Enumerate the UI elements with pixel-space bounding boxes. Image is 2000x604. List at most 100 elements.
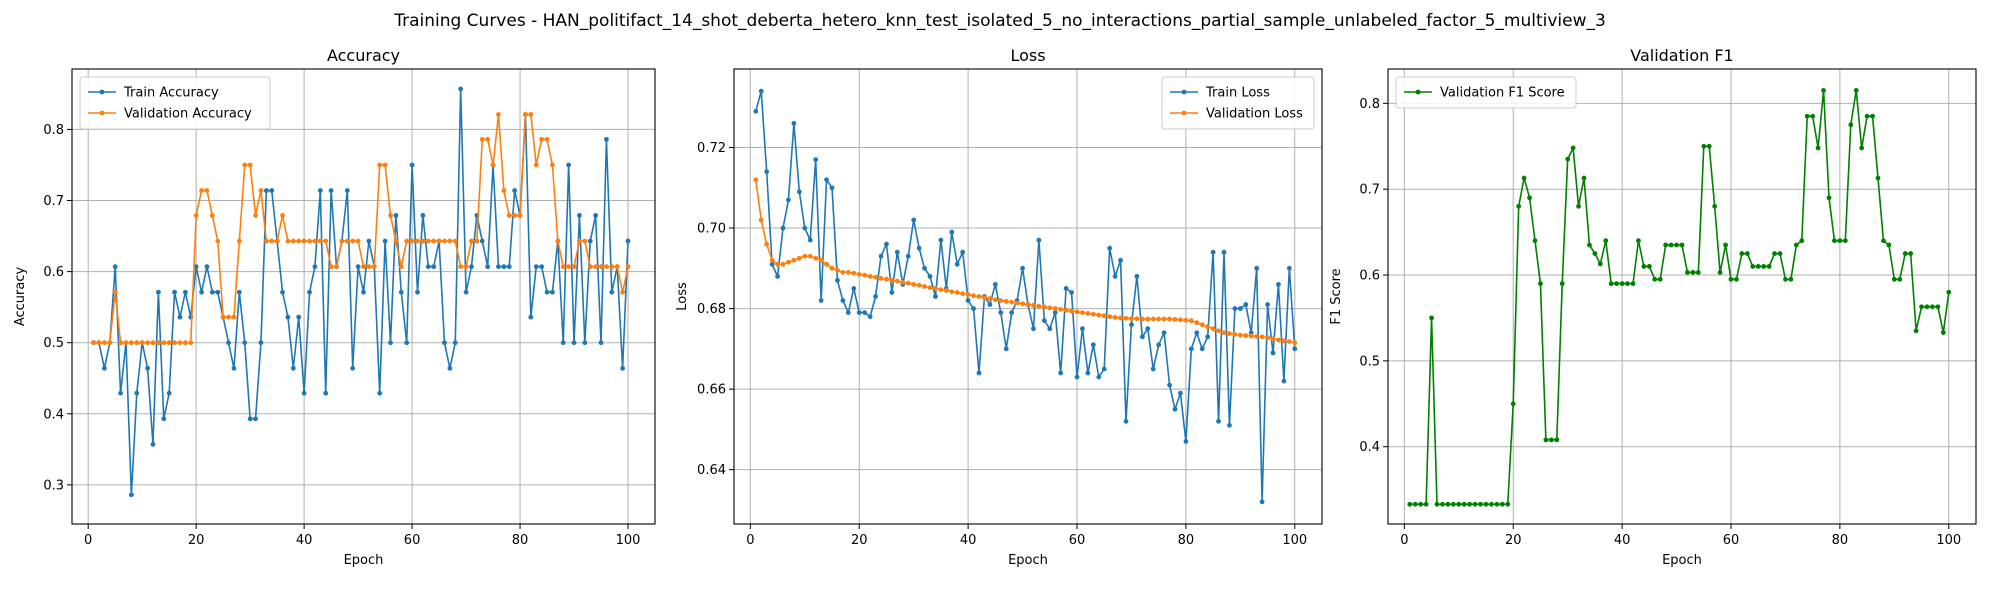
validation-f1-score-point	[1930, 304, 1935, 310]
validation-f1-score-point	[1695, 270, 1701, 275]
validation-accuracy-point	[469, 238, 474, 244]
validation-f1-score-point	[1777, 251, 1783, 256]
validation-loss-point	[911, 282, 917, 287]
validation-accuracy-point	[388, 213, 393, 218]
validation-loss-point	[1216, 328, 1221, 334]
validation-loss-point	[965, 292, 971, 297]
train-accuracy-point	[442, 340, 447, 346]
validation-f1-score-point	[1456, 501, 1462, 507]
validation-loss-point	[1052, 306, 1058, 311]
train-loss-point	[1270, 350, 1276, 356]
train-accuracy-point	[209, 289, 215, 295]
validation-f1-score-line	[1409, 89, 1950, 506]
validation-accuracy-point	[571, 264, 577, 270]
train-accuracy-point	[253, 416, 258, 422]
train-accuracy-point	[415, 289, 420, 295]
validation-loss-point	[976, 294, 982, 299]
validation-accuracy-point	[582, 238, 588, 244]
validation-loss-point	[1292, 340, 1298, 346]
validation-accuracy-point	[193, 213, 199, 218]
validation-accuracy-point	[625, 264, 631, 270]
train-loss-point	[873, 294, 878, 299]
validation-f1-score-point	[1619, 281, 1625, 287]
validation-accuracy-point	[485, 136, 491, 142]
legend-label: Validation Accuracy	[124, 107, 252, 122]
validation-accuracy-point	[139, 340, 145, 346]
validation-loss-point	[1074, 309, 1080, 315]
y-tick-label: 0.8	[1359, 97, 1380, 112]
validation-f1-score-point	[1668, 242, 1674, 248]
validation-accuracy-point	[269, 238, 275, 244]
validation-loss-point	[998, 298, 1004, 303]
validation-accuracy-point	[274, 238, 280, 244]
train-loss-point	[1063, 286, 1069, 291]
train-accuracy-point	[539, 264, 545, 270]
validation-f1-score-point	[1837, 238, 1843, 244]
validation-f1-score-point	[1924, 304, 1930, 310]
train-loss-point	[867, 314, 873, 320]
validation-f1-score-point	[1859, 145, 1865, 151]
validation-loss-point	[1129, 316, 1134, 322]
validation-f1-score-point	[1467, 501, 1473, 507]
validation-f1-score-point	[1804, 113, 1810, 119]
train-accuracy-point	[215, 289, 221, 295]
validation-accuracy-point	[393, 238, 399, 244]
train-accuracy-point	[296, 314, 302, 320]
validation-loss-point	[1259, 334, 1265, 340]
validation-accuracy-series	[91, 112, 631, 346]
validation-loss-point	[894, 278, 900, 284]
train-loss-point	[1139, 334, 1145, 340]
x-tick-label: 100	[616, 533, 641, 548]
y-tick-label: 0.6	[1359, 269, 1380, 284]
legend-box	[1395, 76, 1577, 109]
validation-loss-point	[851, 270, 857, 276]
validation-loss-point	[1123, 315, 1129, 321]
validation-loss-point	[900, 280, 906, 285]
train-accuracy-point	[269, 188, 275, 193]
validation-accuracy-point	[382, 162, 388, 168]
validation-loss-point	[938, 287, 944, 293]
validation-f1-score-point	[1587, 242, 1592, 248]
train-loss-point	[1216, 418, 1221, 424]
validation-f1-score-point	[1592, 251, 1598, 256]
train-accuracy-point	[506, 264, 512, 270]
validation-loss-point	[1270, 336, 1276, 342]
validation-f1-score-point	[1690, 270, 1696, 275]
train-loss-point	[960, 249, 966, 255]
legend: Validation F1 Score	[1395, 76, 1577, 109]
validation-f1-score-point	[1848, 122, 1854, 128]
validation-accuracy-point	[96, 340, 102, 346]
validation-loss-point	[943, 288, 949, 293]
validation-f1-score-point	[1734, 276, 1739, 282]
validation-loss-point	[927, 285, 933, 291]
validation-loss-point	[1221, 330, 1227, 336]
chart-title: Validation F1	[1630, 46, 1733, 65]
loss-chart-panel: 0 20 40 60 80 100 0.64 0.66 0.68 0.70 0.72 Loss Epoc…	[675, 46, 1323, 568]
train-accuracy-point	[177, 314, 183, 320]
y-axis-label: Accuracy	[13, 267, 28, 327]
validation-accuracy-point	[490, 162, 496, 168]
train-loss-point	[1112, 273, 1118, 279]
train-loss-point	[1156, 342, 1162, 348]
validation-f1-score-point	[1728, 276, 1734, 282]
train-accuracy-point	[231, 365, 237, 371]
train-loss-point	[856, 310, 862, 316]
validation-loss-point	[922, 284, 927, 289]
y-tick-label: 0.7	[43, 194, 64, 209]
train-loss-point	[954, 261, 960, 267]
validation-accuracy-point	[371, 264, 377, 270]
validation-f1-score-point	[1478, 501, 1483, 507]
validation-loss-point	[1003, 298, 1009, 304]
legend-label: Train Loss	[1205, 86, 1270, 101]
validation-accuracy-point	[409, 238, 415, 244]
legend-marker	[1181, 110, 1187, 116]
legend-box	[1161, 76, 1315, 130]
validation-loss-point	[867, 273, 873, 279]
validation-accuracy-point	[91, 340, 96, 346]
train-accuracy-point	[496, 264, 501, 270]
x-tick-label: 80	[1832, 533, 1849, 548]
train-loss-point	[1096, 374, 1102, 380]
x-tick-label: 0	[84, 533, 92, 548]
validation-f1-score-point	[1750, 264, 1756, 269]
train-loss-point	[1020, 265, 1025, 271]
